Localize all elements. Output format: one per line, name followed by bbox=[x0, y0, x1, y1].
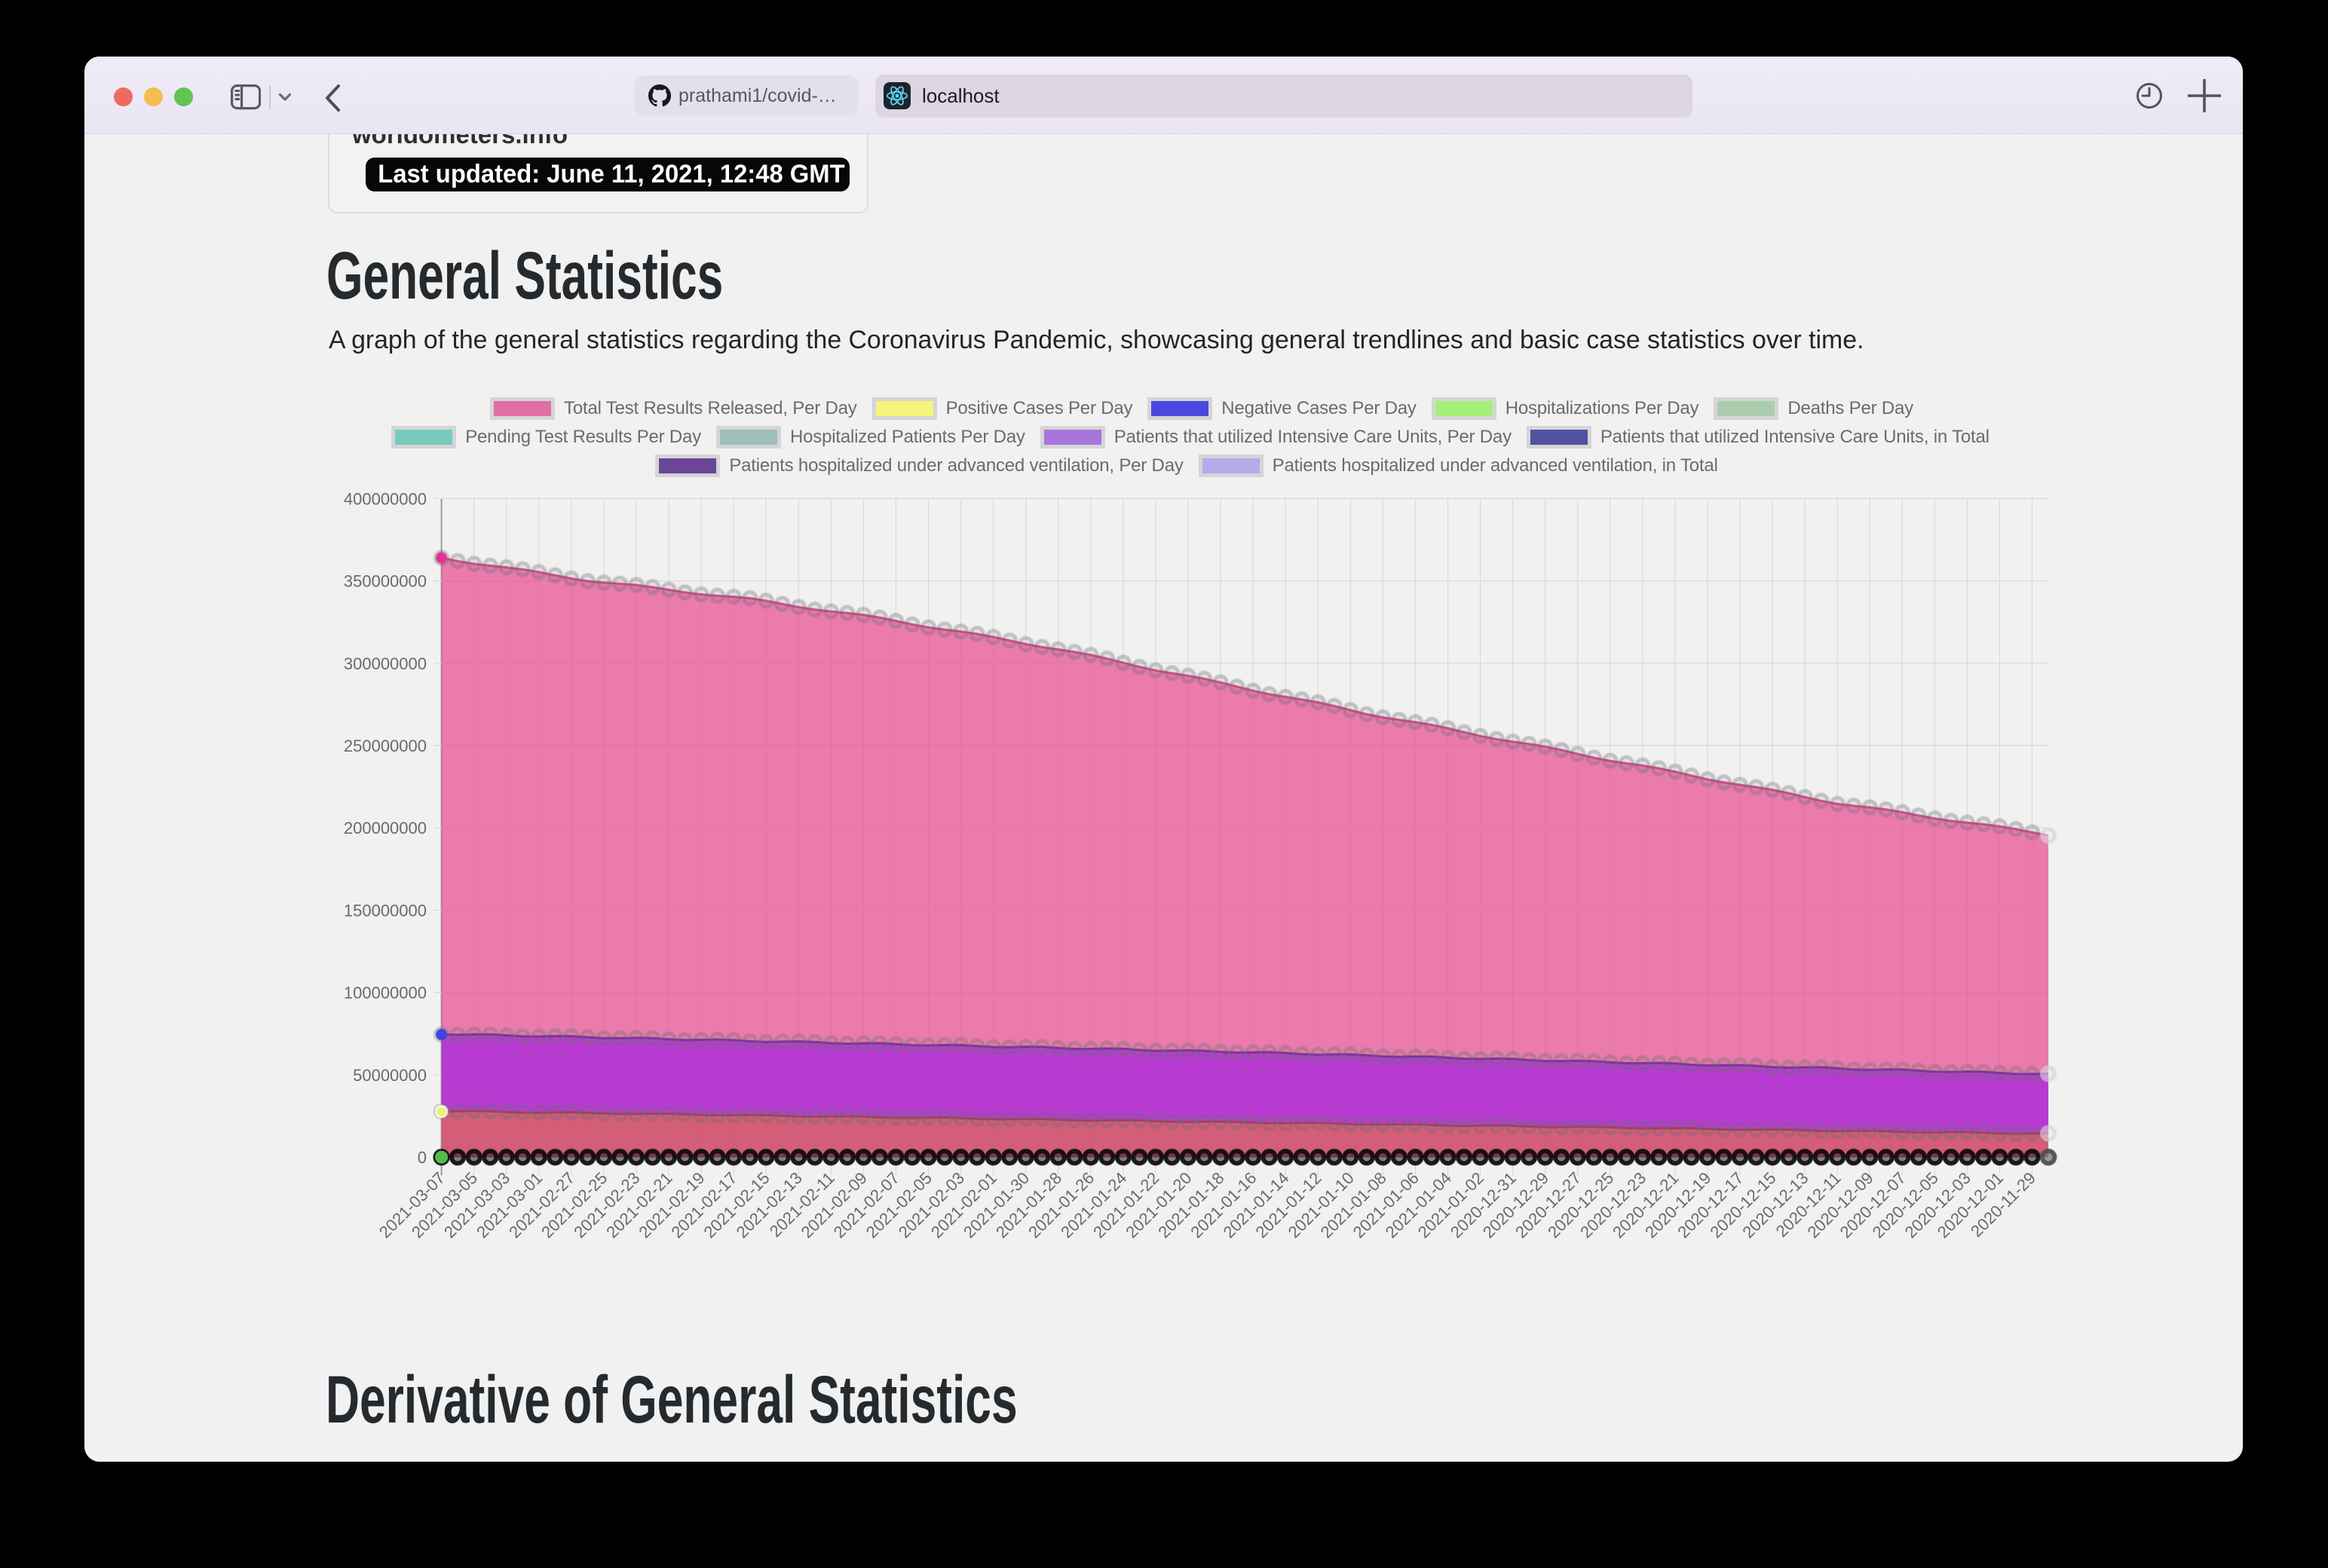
svg-text:250000000: 250000000 bbox=[344, 737, 427, 755]
svg-text:300000000: 300000000 bbox=[344, 654, 427, 673]
svg-text:200000000: 200000000 bbox=[344, 819, 427, 838]
svg-text:0: 0 bbox=[418, 1148, 427, 1167]
svg-text:150000000: 150000000 bbox=[344, 901, 427, 920]
svg-text:400000000: 400000000 bbox=[344, 489, 427, 508]
svg-text:100000000: 100000000 bbox=[344, 984, 427, 1003]
svg-text:350000000: 350000000 bbox=[344, 572, 427, 591]
svg-text:50000000: 50000000 bbox=[353, 1066, 427, 1085]
